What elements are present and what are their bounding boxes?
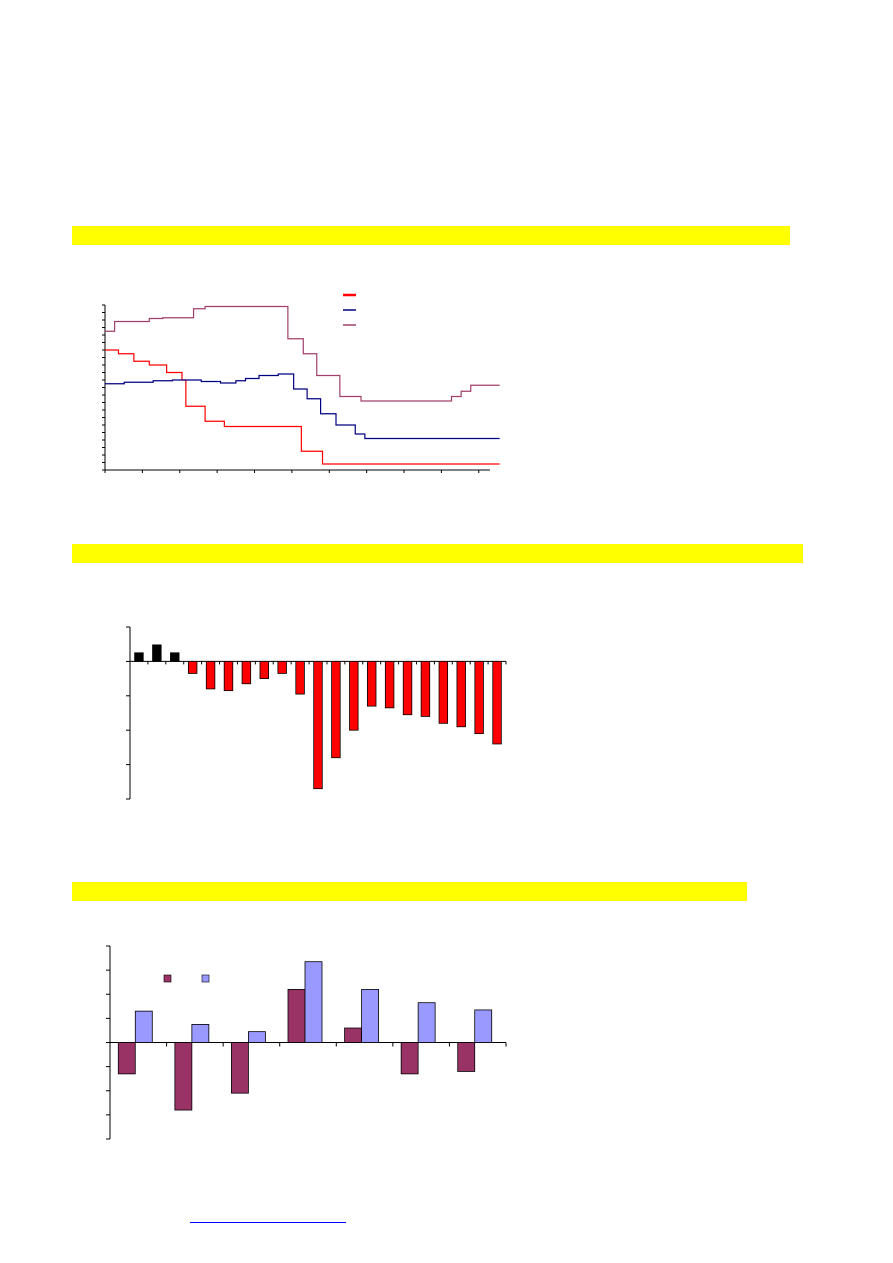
bar-10 [295,661,305,695]
legend-swatch-1 [163,974,172,983]
legend-swatch-2 [201,974,210,983]
bar-16 [402,661,413,716]
bar-9 [277,661,287,674]
section-highlight-bar-1 [72,226,790,245]
bar-s2-7 [474,1009,493,1043]
section-highlight-bar-3 [72,882,747,901]
bar-18 [438,661,449,724]
bar-13 [349,661,359,731]
bar-4 [187,661,198,674]
bar-14 [367,661,377,707]
bar-s1-2 [174,1042,193,1111]
bar-s1-7 [457,1042,476,1072]
bar-2 [152,644,162,662]
bar-s2-5 [361,989,379,1043]
bar-8 [259,661,269,680]
bar-chart-grouped [106,945,507,1140]
bar-19 [456,661,466,728]
hyperlink-underline[interactable] [190,1222,346,1223]
bar-s1-3 [231,1042,249,1094]
bar-s1-6 [400,1042,419,1075]
bar-s2-6 [417,1002,436,1043]
bar-21 [492,661,502,745]
bar-1 [134,652,144,662]
bar-s2-2 [191,1024,210,1043]
bar-15 [384,661,395,709]
series-line-2 [105,373,500,440]
bar-s1-5 [344,1027,362,1043]
bar-5 [205,661,216,690]
bar-s2-1 [134,1010,153,1043]
bar-7 [241,661,252,685]
bar-11 [313,661,323,790]
bar-6 [223,661,234,692]
bar-s1-4 [287,989,306,1043]
bar-12 [331,661,341,759]
bar-17 [420,661,431,717]
bar-s2-3 [248,1031,266,1043]
section-highlight-bar-2 [72,544,803,563]
bar-chart-single [126,626,507,800]
bar-s1-1 [117,1042,136,1075]
bar-20 [474,661,484,735]
bar-3 [170,652,180,662]
series-line-3 [105,305,500,402]
bar-s2-4 [304,961,323,1043]
line-chart [102,293,500,473]
